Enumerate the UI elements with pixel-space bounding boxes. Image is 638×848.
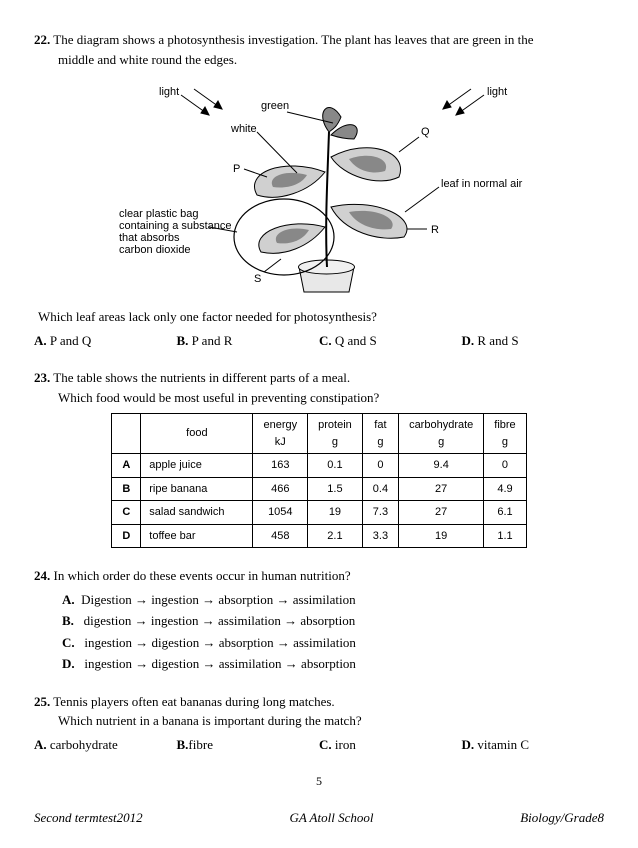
q25-opt-d[interactable]: D. vitamin C [462, 735, 605, 755]
q22-prompt: Which leaf areas lack only one factor ne… [38, 307, 604, 327]
q25-opt-c[interactable]: C. iron [319, 735, 462, 755]
svg-text:green: green [261, 100, 289, 112]
q22-stem: 22. The diagram shows a photosynthesis i… [34, 30, 604, 50]
q25-text-line2: Which nutrient in a banana is important … [34, 711, 604, 731]
q23-number: 23. [34, 370, 50, 385]
q22-options: A. P and Q B. P and R C. Q and S D. R an… [34, 331, 604, 351]
page-number: 5 [34, 772, 604, 790]
q24-stem: 24. In which order do these events occur… [34, 566, 604, 586]
q22-diagram: light light green white P Q R S leaf in … [109, 77, 529, 297]
q25-number: 25. [34, 694, 50, 709]
table-header-row: food energykJ proteing fatg carbohydrate… [112, 414, 526, 454]
q25-opt-b[interactable]: B.fibre [177, 735, 320, 755]
q25-opt-a[interactable]: A. carbohydrate [34, 735, 177, 755]
table-row[interactable]: Bripe banana4661.50.4274.9 [112, 477, 526, 501]
col-energy: energykJ [253, 414, 308, 454]
col-carb: carbohydrateg [399, 414, 484, 454]
q24-text: In which order do these events occur in … [54, 568, 351, 583]
svg-text:P: P [233, 163, 240, 175]
svg-text:light: light [487, 86, 507, 98]
svg-text:Q: Q [421, 126, 430, 138]
q23-text-line1: The table shows the nutrients in differe… [53, 370, 350, 385]
col-protein: proteing [308, 414, 363, 454]
footer-center: GA Atoll School [289, 808, 373, 828]
svg-text:carbon dioxide: carbon dioxide [119, 244, 191, 256]
col-fat: fatg [362, 414, 398, 454]
svg-text:S: S [254, 273, 261, 285]
question-22: 22. The diagram shows a photosynthesis i… [34, 30, 604, 350]
svg-text:leaf in normal air: leaf in normal air [441, 178, 523, 190]
footer-right: Biology/Grade8 [520, 808, 604, 828]
col-fibre: fibreg [484, 414, 526, 454]
table-row[interactable]: Csalad sandwich1054197.3276.1 [112, 501, 526, 525]
photosynthesis-diagram: light light green white P Q R S leaf in … [109, 77, 529, 297]
col-blank [112, 414, 141, 454]
svg-text:light: light [159, 86, 179, 98]
svg-text:clear plastic bag: clear plastic bag [119, 208, 199, 220]
table-row[interactable]: Aapple juice1630.109.40 [112, 454, 526, 478]
svg-text:R: R [431, 224, 439, 236]
q24-opt-b[interactable]: B. digestion → ingestion → assimilation … [62, 611, 604, 631]
q24-options: A. Digestion → ingestion → absorption → … [34, 590, 604, 674]
q25-text-line1: Tennis players often eat bananas during … [53, 694, 334, 709]
q25-options: A. carbohydrate B.fibre C. iron D. vitam… [34, 735, 604, 755]
q23-text-line2: Which food would be most useful in preve… [34, 388, 604, 408]
q22-opt-b[interactable]: B. P and R [177, 331, 320, 351]
question-23: 23. The table shows the nutrients in dif… [34, 368, 604, 548]
q22-opt-d[interactable]: D. R and S [462, 331, 605, 351]
q22-text-line1: The diagram shows a photosynthesis inves… [53, 32, 533, 47]
footer-left: Second termtest2012 [34, 808, 143, 828]
svg-text:containing a substance: containing a substance [119, 220, 232, 232]
q24-number: 24. [34, 568, 50, 583]
q24-opt-a[interactable]: A. Digestion → ingestion → absorption → … [62, 590, 604, 610]
q22-opt-a[interactable]: A. P and Q [34, 331, 177, 351]
q22-opt-c[interactable]: C. Q and S [319, 331, 462, 351]
table-row[interactable]: Dtoffee bar4582.13.3191.1 [112, 524, 526, 548]
svg-text:that absorbs: that absorbs [119, 232, 180, 244]
q22-text-line2: middle and white round the edges. [34, 50, 604, 70]
q22-number: 22. [34, 32, 50, 47]
q24-opt-d[interactable]: D. ingestion → digestion → assimilation … [62, 654, 604, 674]
q24-opt-c[interactable]: C. ingestion → digestion → absorption → … [62, 633, 604, 653]
question-24: 24. In which order do these events occur… [34, 566, 604, 674]
page-footer: Second termtest2012 GA Atoll School Biol… [34, 808, 604, 828]
q23-stem: 23. The table shows the nutrients in dif… [34, 368, 604, 388]
q25-stem: 25. Tennis players often eat bananas dur… [34, 692, 604, 712]
question-25: 25. Tennis players often eat bananas dur… [34, 692, 604, 755]
nutrients-table: food energykJ proteing fatg carbohydrate… [111, 413, 526, 548]
col-food: food [141, 414, 253, 454]
svg-text:white: white [230, 123, 257, 135]
